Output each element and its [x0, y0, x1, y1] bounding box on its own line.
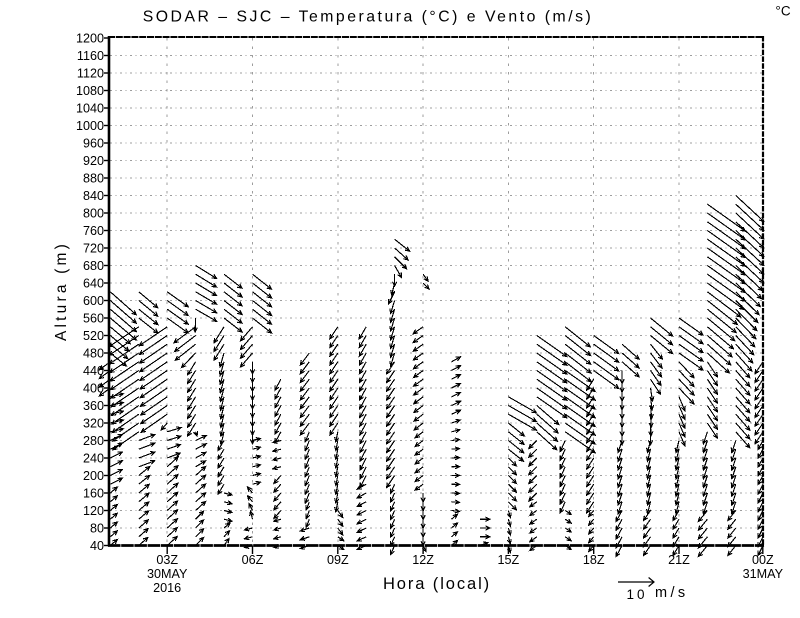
svg-text:18Z: 18Z	[583, 553, 605, 567]
svg-text:°C: °C	[775, 4, 790, 19]
svg-text:Hora (local): Hora (local)	[383, 575, 491, 593]
svg-text:Altura (m): Altura (m)	[53, 241, 70, 341]
svg-text:760: 760	[83, 224, 104, 238]
svg-text:360: 360	[83, 399, 104, 413]
svg-text:480: 480	[83, 347, 104, 361]
svg-text:31MAY: 31MAY	[743, 567, 784, 581]
svg-text:440: 440	[83, 364, 104, 378]
svg-text:1000: 1000	[76, 119, 104, 133]
svg-text:200: 200	[83, 469, 104, 483]
svg-text:00Z: 00Z	[752, 553, 774, 567]
svg-text:12Z: 12Z	[412, 553, 434, 567]
svg-text:400: 400	[83, 382, 104, 396]
svg-text:680: 680	[83, 259, 104, 273]
svg-text:1040: 1040	[76, 102, 104, 116]
svg-text:840: 840	[83, 189, 104, 203]
svg-text:09Z: 09Z	[327, 553, 349, 567]
svg-text:15Z: 15Z	[498, 553, 520, 567]
svg-text:720: 720	[83, 242, 104, 256]
svg-text:520: 520	[83, 329, 104, 343]
svg-text:21Z: 21Z	[668, 553, 690, 567]
svg-text:160: 160	[83, 487, 104, 501]
svg-text:960: 960	[83, 137, 104, 151]
svg-text:SODAR – SJC – Temperatura: SODAR – SJC – Temperatura (°C) e Vento (…	[143, 9, 594, 26]
svg-text:03Z: 03Z	[156, 553, 178, 567]
svg-text:800: 800	[83, 207, 104, 221]
svg-text:880: 880	[83, 172, 104, 186]
svg-text:280: 280	[83, 434, 104, 448]
svg-text:240: 240	[83, 452, 104, 466]
svg-text:320: 320	[83, 417, 104, 431]
svg-text:560: 560	[83, 312, 104, 326]
svg-text:120: 120	[83, 504, 104, 518]
svg-text:80: 80	[90, 522, 104, 536]
svg-text:40: 40	[90, 539, 104, 553]
svg-text:10: 10	[626, 587, 647, 602]
svg-text:1080: 1080	[76, 84, 104, 98]
svg-text:1160: 1160	[77, 49, 104, 63]
svg-text:2016: 2016	[153, 581, 181, 595]
svg-text:920: 920	[83, 154, 104, 168]
svg-text:600: 600	[83, 294, 104, 308]
svg-text:m/s: m/s	[655, 585, 689, 601]
svg-text:30MAY: 30MAY	[147, 567, 188, 581]
svg-text:640: 640	[83, 277, 104, 291]
svg-text:1120: 1120	[77, 67, 104, 81]
svg-text:06Z: 06Z	[242, 553, 264, 567]
svg-text:1200: 1200	[76, 32, 104, 46]
